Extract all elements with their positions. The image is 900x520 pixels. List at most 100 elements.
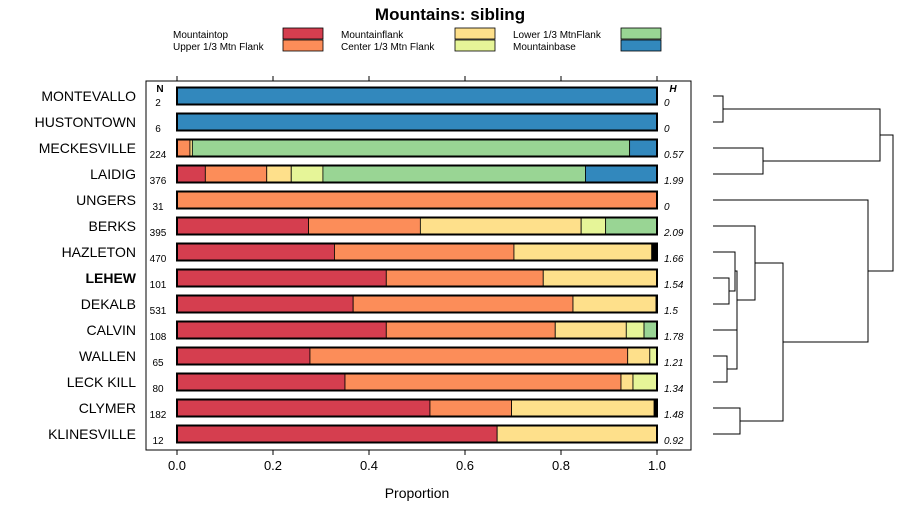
h-value: 1.5 <box>664 306 678 317</box>
n-value: 395 <box>150 228 167 239</box>
legend-swatch <box>620 27 662 40</box>
bar-segment <box>266 165 292 183</box>
legend-swatch <box>454 39 496 52</box>
bar-segment <box>176 113 658 131</box>
n-column-header: N <box>156 84 163 95</box>
bar-segment <box>632 373 658 391</box>
bar-outline <box>176 216 658 236</box>
n-value: 531 <box>150 306 167 317</box>
h-value: 2.09 <box>663 228 684 239</box>
h-value: 0.92 <box>664 436 684 447</box>
bar-segment <box>176 191 658 209</box>
dendrogram-branch <box>713 270 738 331</box>
dendrogram-branch <box>713 147 764 175</box>
bar-segment <box>513 243 653 261</box>
legend-label: Mountainbase <box>513 42 576 53</box>
dendrogram-branch <box>868 134 894 272</box>
bar-outline <box>176 190 658 210</box>
bar-outline <box>176 346 658 366</box>
bar-segment <box>176 243 335 261</box>
legend-swatch <box>620 39 662 52</box>
category-label: DEKALB <box>81 296 136 312</box>
bar-segment <box>290 165 324 183</box>
chart-title: Mountains: sibling <box>375 5 525 24</box>
h-value: 1.99 <box>664 176 684 187</box>
bars: MONTEVALLO 2 0 HUSTONTOWN 6 0 MECKESVILLE 224 0.… <box>35 86 684 447</box>
bar-segment <box>191 139 631 157</box>
bar-segment <box>643 321 658 339</box>
bar-segment <box>554 321 627 339</box>
x-axis-label: Proportion <box>385 485 450 501</box>
bar-segment <box>572 295 657 313</box>
bar-segment <box>176 399 431 417</box>
n-value: 2 <box>155 98 161 109</box>
h-value: 1.78 <box>664 332 684 343</box>
bar-segment <box>605 217 658 235</box>
bar-segment <box>629 139 658 157</box>
bar-segment <box>385 321 556 339</box>
legend-label: Upper 1/3 Mtn Flank <box>173 42 265 53</box>
bar-segment <box>649 347 658 365</box>
h-value: 0 <box>664 98 670 109</box>
h-value: 1.48 <box>664 410 684 421</box>
n-value: 182 <box>150 410 167 421</box>
n-value: 31 <box>152 202 164 213</box>
x-tick-label: 0.6 <box>456 458 474 473</box>
n-value: 6 <box>155 124 161 135</box>
bar-outline <box>176 268 658 288</box>
bar-segment <box>176 269 387 287</box>
bar-segment <box>580 217 607 235</box>
n-value: 376 <box>150 176 167 187</box>
bar-segment <box>176 373 346 391</box>
dendrogram-branch <box>723 108 881 162</box>
x-tick-label: 0.8 <box>552 458 570 473</box>
bar-segment <box>585 165 658 183</box>
bar-segment <box>176 165 206 183</box>
bar-segment <box>176 87 658 105</box>
bar-segment <box>429 399 512 417</box>
bar-outline <box>176 242 658 262</box>
legend-label: Mountainflank <box>341 30 404 41</box>
category-label: CALVIN <box>86 322 136 338</box>
bar-segment <box>511 399 655 417</box>
bar-segment <box>176 295 354 313</box>
dendrogram-branch <box>713 407 741 435</box>
bar-segment <box>627 347 651 365</box>
legend-label: Lower 1/3 MtnFlank <box>513 30 602 41</box>
bar-segment <box>176 347 311 365</box>
category-label: BERKS <box>89 218 136 234</box>
category-label: KLINESVILLE <box>48 426 136 442</box>
bar-outline <box>176 320 658 340</box>
dendrogram-branch <box>713 355 728 383</box>
bar-segment <box>176 425 498 443</box>
x-axis: 0.0 0.2 0.4 0.6 0.8 1.0 <box>168 76 666 473</box>
category-label: LECK KILL <box>67 374 136 390</box>
bar-outline <box>176 112 658 132</box>
dendrogram-branch <box>740 262 784 422</box>
legend-swatch <box>454 27 496 40</box>
n-value: 101 <box>150 280 167 291</box>
dendrogram <box>713 95 894 435</box>
legend-label: Mountaintop <box>173 30 228 41</box>
bar-segment <box>322 165 586 183</box>
n-value: 12 <box>152 436 164 447</box>
bar-outline <box>176 138 658 158</box>
x-tick-label: 1.0 <box>648 458 666 473</box>
x-tick-label: 0.2 <box>264 458 282 473</box>
h-value: 0 <box>664 202 670 213</box>
bar-segment <box>625 321 645 339</box>
n-value: 470 <box>150 254 167 265</box>
bar-segment <box>344 373 622 391</box>
bar-segment <box>309 347 629 365</box>
legend-swatch <box>282 27 324 40</box>
h-value: 1.54 <box>664 280 684 291</box>
category-label: LEHEW <box>85 270 136 286</box>
h-column-header: H <box>669 84 677 95</box>
legend-label: Center 1/3 Mtn Flank <box>341 42 435 53</box>
dendrogram-branch <box>713 225 756 301</box>
bar-segment <box>419 217 582 235</box>
bar-segment <box>308 217 421 235</box>
bar-outline <box>176 424 658 444</box>
bar-segment <box>385 269 544 287</box>
